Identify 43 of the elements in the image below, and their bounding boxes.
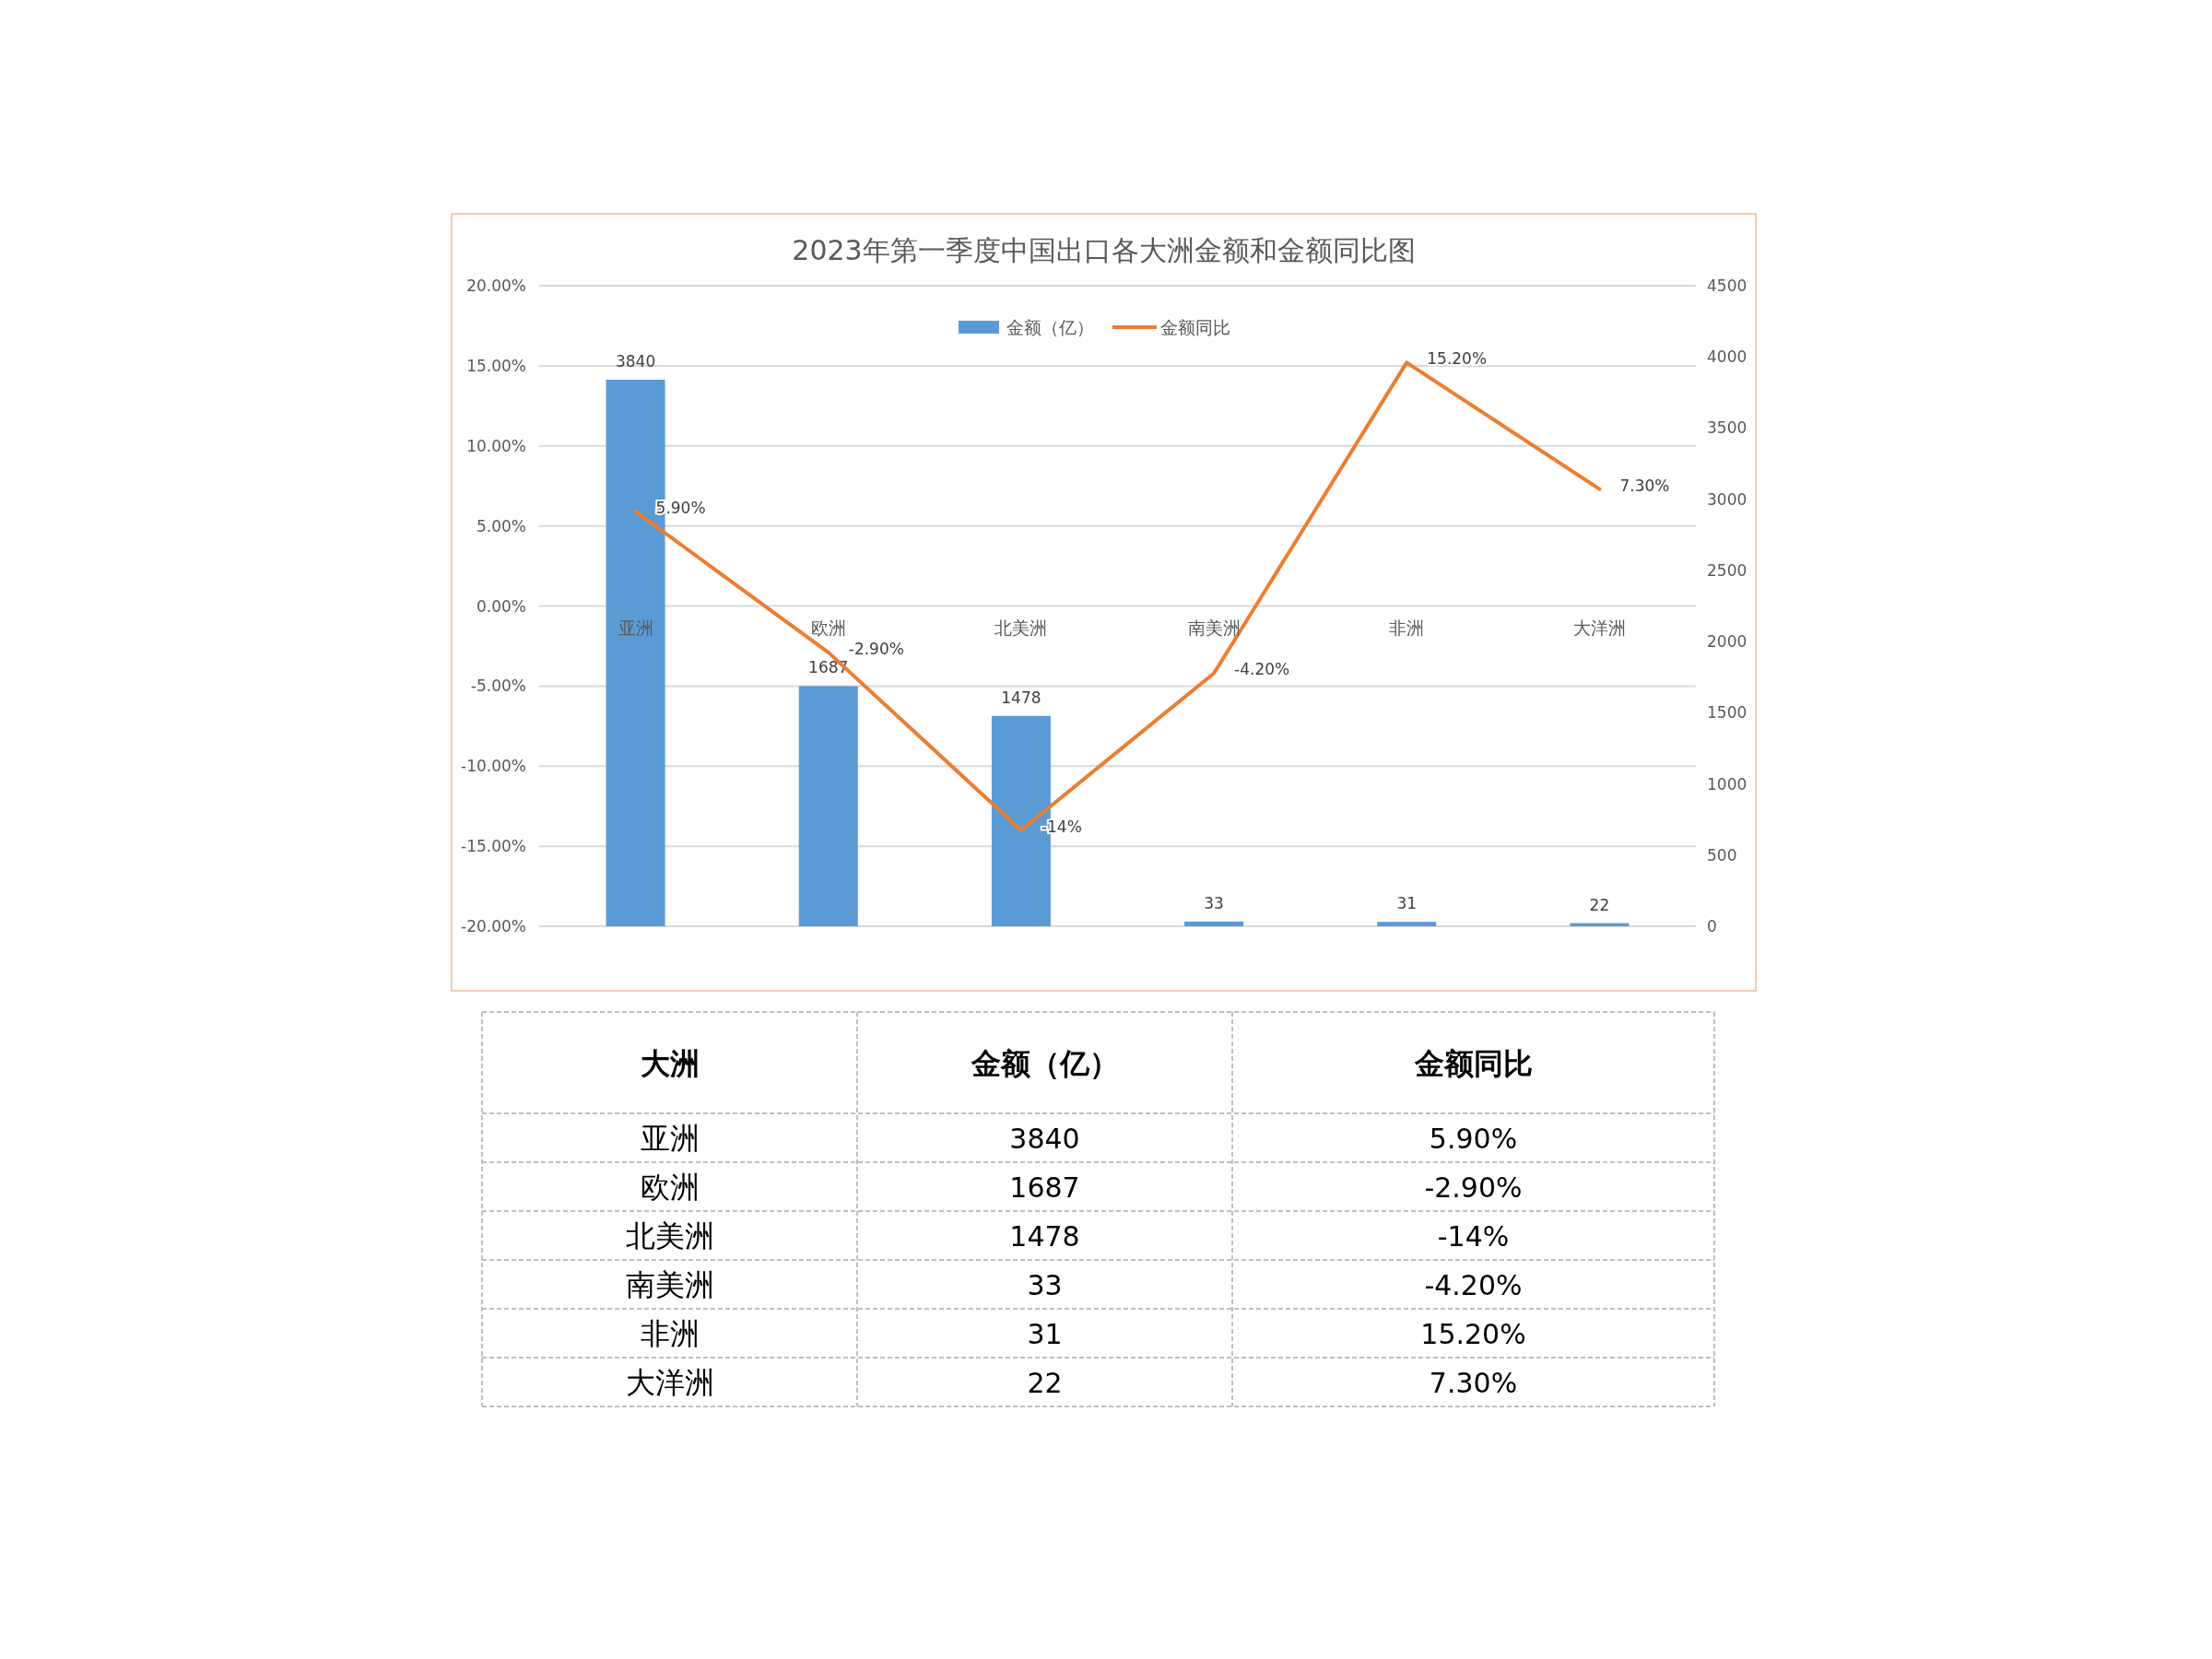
bar [1184, 921, 1244, 926]
x-tick-label: 亚洲 [618, 617, 653, 638]
y-tick-label: -5.00% [470, 677, 526, 696]
data-label: 31 [1396, 894, 1418, 913]
x-tick-label: 南美洲 [1187, 617, 1241, 638]
data-label: 3840 [615, 351, 656, 371]
data-label: 1478 [1001, 688, 1041, 707]
x-tick-label: 非洲 [1389, 617, 1425, 638]
y2-tick-label: 2000 [1707, 632, 1747, 652]
legend-label: 金额（亿） [1006, 317, 1094, 337]
data-label: 33 [1204, 893, 1224, 912]
x-axis-title: 大洲 [640, 1046, 700, 1081]
legend-label: 金额同比 [1160, 317, 1230, 337]
x-tick-label: 大洋洲 [1572, 617, 1626, 638]
data-label: -2.90% [848, 639, 904, 658]
y-tick-label: 15.00% [466, 356, 526, 375]
y2-tick-label: 4500 [1707, 276, 1747, 295]
y-tick-label: 5.00% [476, 516, 526, 535]
y-tick-label: -10.00% [461, 757, 526, 776]
bar [798, 686, 858, 926]
y2-tick-label: 500 [1707, 845, 1737, 865]
data-label: 15.20% [1427, 349, 1488, 369]
y2-tick-label: 1500 [1707, 703, 1747, 723]
y2-tick-label: 2500 [1707, 560, 1747, 580]
x-tick-label: 北美洲 [994, 617, 1048, 638]
data-table: 大洲 金额（亿） 金额同比 亚洲 3840 5.90% 欧洲 1687 -2.90% 北美洲 1478 -14% 南美洲 33 -4.20% 非洲 31 15.20% 大洋洲 22 7.30% [481, 1011, 1715, 1407]
y-tick-label: -20.00% [461, 917, 526, 935]
data-label: -4.20% [1234, 660, 1290, 679]
y2-tick-label: 3500 [1707, 418, 1747, 438]
y-tick-label: 20.00% [466, 276, 526, 295]
chart-title: 2023年第一季度中国出口各大洲金额和金额同比图 [792, 234, 1416, 266]
y2-tick-label: 1000 [1707, 774, 1747, 794]
y2-tick-label: 4000 [1707, 347, 1747, 367]
data-label: 1687 [808, 658, 849, 677]
y-tick-label: 0.00% [476, 596, 526, 616]
y-tick-label: -15.00% [461, 837, 526, 856]
y2-tick-label: 3000 [1707, 489, 1747, 509]
bar [1377, 922, 1437, 926]
data-label: 22 [1589, 895, 1610, 914]
x-tick-label: 欧洲 [810, 617, 846, 638]
data-label: 7.30% [1619, 476, 1670, 495]
y-tick-label: 10.00% [466, 436, 526, 455]
y2-tick-label: 0 [1707, 917, 1717, 935]
